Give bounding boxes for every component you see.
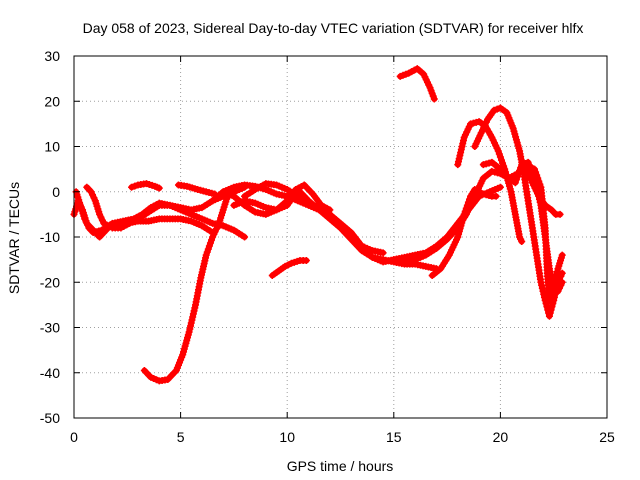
series-arc-14: [428, 185, 500, 279]
y-tick-label: -10: [40, 229, 60, 245]
x-tick-label: 25: [599, 429, 615, 445]
data-point-marker: [496, 183, 504, 191]
data-point-marker: [430, 95, 438, 103]
data-point-marker: [548, 303, 556, 311]
data-point-marker: [379, 249, 387, 257]
y-tick-label: -50: [40, 410, 60, 426]
series-arc-18: [522, 165, 564, 218]
x-tick-label: 20: [493, 429, 509, 445]
plot-frame: [73, 55, 608, 419]
y-tick-label: 30: [44, 48, 60, 64]
series-arc-3: [72, 188, 249, 241]
y-tick-label: -30: [40, 320, 60, 336]
data-point-marker: [490, 106, 498, 114]
data-point-marker: [547, 306, 555, 314]
x-tick-label: 10: [279, 429, 295, 445]
series-arc-5: [174, 181, 219, 198]
y-tick-label: 10: [44, 139, 60, 155]
series-arc-4: [128, 180, 163, 192]
data-point-marker: [545, 312, 553, 320]
data-point-marker: [556, 210, 564, 218]
series-arc-12: [396, 65, 438, 103]
data-point-marker: [558, 251, 566, 259]
y-tick-label: -20: [40, 274, 60, 290]
data-point-marker: [241, 233, 249, 241]
data-point-marker: [302, 257, 310, 265]
data-point-marker: [558, 278, 566, 286]
series-arc-10: [241, 180, 387, 257]
x-tick-label: 0: [70, 429, 78, 445]
data-point-marker: [558, 269, 566, 277]
data-point-marker: [541, 296, 549, 304]
data-point-marker: [131, 182, 139, 190]
y-tick-label: 20: [44, 93, 60, 109]
data-point-marker: [549, 300, 557, 308]
data-point-marker: [155, 184, 163, 192]
y-tick-label: -40: [40, 365, 60, 381]
x-tick-label: 5: [177, 429, 185, 445]
grid: [74, 56, 607, 418]
series-layer: [70, 65, 566, 385]
y-axis-label: SDTVAR / TECUs: [6, 182, 22, 294]
data-point-marker: [518, 238, 526, 246]
x-tick-label: 15: [386, 429, 402, 445]
data-point-marker: [521, 159, 529, 167]
data-point-marker: [492, 192, 500, 200]
data-point-marker: [518, 161, 526, 169]
data-point-marker: [546, 309, 554, 317]
data-point-marker: [128, 183, 136, 191]
y-tick-label: 0: [52, 184, 60, 200]
series-arc-16: [471, 104, 566, 320]
series-arc-11: [268, 257, 310, 279]
x-axis-label: GPS time / hours: [287, 458, 394, 474]
ticks: 0 5 10 15 20 25 -50 -40 -30 -20 -10 0 10 20 30: [40, 48, 615, 445]
data-point-marker: [542, 300, 550, 308]
chart-title: Day 058 of 2023, Sidereal Day-to-day VTE…: [83, 20, 584, 36]
